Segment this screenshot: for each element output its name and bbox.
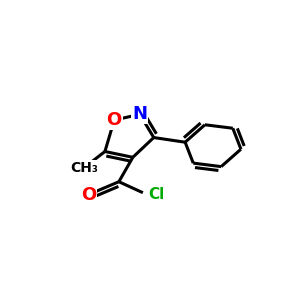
Text: N: N [132,105,147,123]
Text: Cl: Cl [148,187,164,202]
Text: CH₃: CH₃ [70,161,98,175]
Text: O: O [106,111,122,129]
Text: O: O [81,185,96,203]
